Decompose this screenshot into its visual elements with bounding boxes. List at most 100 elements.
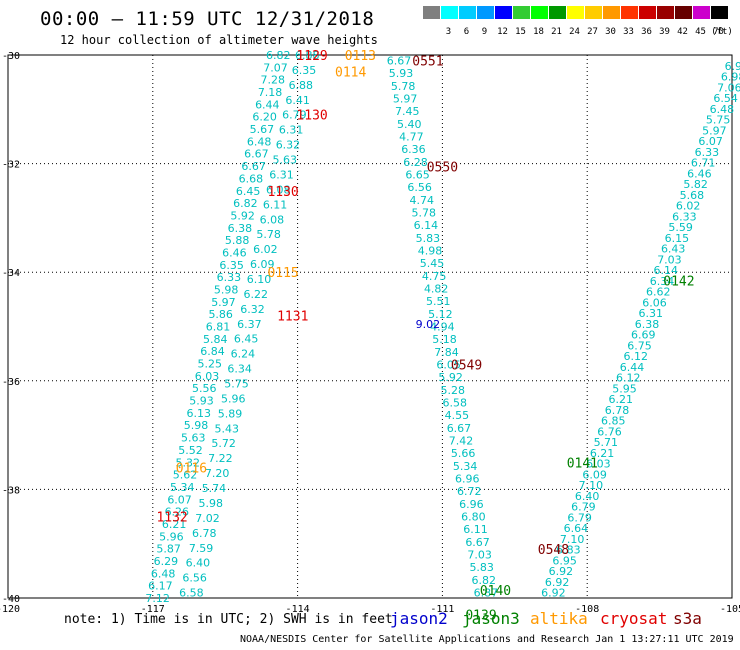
colorbar-swatch bbox=[693, 6, 710, 19]
swh-value: 7.12 bbox=[145, 592, 170, 605]
swh-value: 7.45 bbox=[395, 105, 420, 118]
swh-value: 5.74 bbox=[202, 482, 227, 495]
swh-value: 6.26 bbox=[165, 506, 190, 519]
swh-value: 6.82 bbox=[266, 49, 291, 62]
swh-value: 5.68 bbox=[680, 189, 705, 202]
swh-value: 6.98 bbox=[721, 71, 740, 84]
legend-jason2: jason2 bbox=[390, 609, 448, 628]
swh-value: 5.40 bbox=[397, 118, 422, 131]
swh-value: 5.83 bbox=[469, 561, 494, 574]
swh-value: 6.44 bbox=[255, 98, 280, 111]
swh-value: 4.98 bbox=[418, 244, 443, 257]
swh-value: 6.67 bbox=[387, 54, 412, 67]
colorbar-label: 70 bbox=[713, 27, 724, 37]
swh-value: 6.83 bbox=[556, 544, 581, 557]
swh-value: 6.31 bbox=[269, 168, 294, 181]
latitude-tick-label: -36 bbox=[2, 377, 20, 388]
latitude-tick-label: -38 bbox=[2, 485, 20, 496]
pass-time-label: 1129 bbox=[296, 49, 327, 64]
swh-value: 5.97 bbox=[702, 124, 727, 137]
swh-value: 6.65 bbox=[405, 168, 430, 181]
swh-value: 6.88 bbox=[289, 79, 314, 92]
legend-altika: altika bbox=[530, 609, 588, 628]
swh-value: 5.28 bbox=[440, 384, 465, 397]
swh-value: 5.86 bbox=[208, 308, 233, 321]
swh-value: 6.92 bbox=[545, 576, 570, 589]
swh-value: 4.74 bbox=[409, 194, 434, 207]
page-title: 00:00 – 11:59 UTC 12/31/2018 bbox=[40, 8, 375, 30]
swh-value: 6.24 bbox=[231, 348, 256, 361]
swh-value: 7.03 bbox=[467, 549, 492, 562]
colorbar-label: 36 bbox=[641, 27, 652, 37]
pass-time-label: 0142 bbox=[663, 274, 694, 289]
swh-value: 6.48 bbox=[710, 103, 735, 116]
swh-value: 5.43 bbox=[215, 422, 240, 435]
swh-value: 6.09 bbox=[250, 258, 275, 271]
swh-value: 5.92 bbox=[230, 209, 255, 222]
colorbar-label: 45 bbox=[695, 27, 706, 37]
swh-value: 5.82 bbox=[683, 178, 708, 191]
swh-value: 6.22 bbox=[244, 288, 269, 301]
colorbar-swatch bbox=[549, 6, 566, 19]
swh-value: 5.78 bbox=[256, 228, 281, 241]
colorbar-swatch bbox=[567, 6, 584, 19]
swh-value: 5.98 bbox=[184, 419, 209, 432]
credit-line: NOAA/NESDIS Center for Satellite Applica… bbox=[240, 634, 734, 645]
colorbar-label: 12 bbox=[497, 27, 508, 37]
pass-time-label: 0113 bbox=[345, 49, 376, 64]
swh-value: 6.08 bbox=[266, 183, 291, 196]
colorbar-unit: (ft) bbox=[711, 27, 733, 37]
swh-value: 6.11 bbox=[263, 198, 288, 211]
swh-value: 6.21 bbox=[609, 393, 634, 406]
swh-value: 6.17 bbox=[148, 580, 173, 593]
swh-value: 6.21 bbox=[590, 447, 615, 460]
swh-value: 5.92 bbox=[438, 371, 463, 384]
colorbar-swatch bbox=[441, 6, 458, 19]
swh-value: 5.75 bbox=[224, 378, 249, 391]
longitude-tick-label: -120 bbox=[0, 604, 20, 615]
swh-value: 5.78 bbox=[391, 80, 416, 93]
swh-value: 6.62 bbox=[646, 286, 671, 299]
swh-value: 5.12 bbox=[428, 308, 453, 321]
swh-value: 6.31 bbox=[638, 307, 663, 320]
swh-value: 5.32 bbox=[176, 456, 201, 469]
colorbar-label: 9 bbox=[481, 27, 488, 37]
swh-value: 5.63 bbox=[181, 432, 206, 445]
swh-value: 5.25 bbox=[197, 358, 222, 371]
swh-value: 5.34 bbox=[453, 460, 478, 473]
swh-value: 6.03 bbox=[195, 370, 220, 383]
swh-value: 5.88 bbox=[225, 234, 250, 247]
latitude-tick-label: -30 bbox=[2, 51, 20, 62]
swh-value: 7.06 bbox=[717, 81, 740, 94]
swh-value: 4.55 bbox=[445, 409, 470, 422]
swh-value: 6.11 bbox=[463, 523, 488, 536]
colorbar-swatch bbox=[603, 6, 620, 19]
swh-value: 6.92 bbox=[549, 565, 574, 578]
swh-value: 6.41 bbox=[285, 94, 310, 107]
swh-value: 6.20 bbox=[252, 111, 277, 124]
swh-value: 6.33 bbox=[217, 271, 242, 284]
swh-value: 6.79 bbox=[567, 511, 592, 524]
colorbar-swatch bbox=[621, 6, 638, 19]
legend-cryosat: cryosat bbox=[600, 609, 668, 628]
swh-value: 6.69 bbox=[631, 329, 656, 342]
swh-value: 6.78 bbox=[605, 404, 630, 417]
swh-value: 6.32 bbox=[240, 303, 265, 316]
swh-value: 6.44 bbox=[620, 361, 645, 374]
swh-value: 6.96 bbox=[459, 498, 484, 511]
swh-value: 6.45 bbox=[234, 333, 259, 346]
swh-value: 6.84 bbox=[200, 345, 225, 358]
swh-value: 6.71 bbox=[691, 157, 716, 170]
pass-time-label: 0141 bbox=[567, 456, 598, 471]
swh-value: 5.75 bbox=[706, 114, 731, 127]
swh-value: 6.92 bbox=[725, 60, 740, 73]
colorbar-swatch bbox=[459, 6, 476, 19]
longitude-tick-label: -108 bbox=[575, 604, 599, 615]
swh-value: 6.87 bbox=[474, 587, 499, 600]
swh-value: 6.64 bbox=[564, 522, 589, 535]
swh-value: 5.34 bbox=[170, 481, 195, 494]
colorbar-label: 42 bbox=[677, 27, 688, 37]
swh-value: 6.12 bbox=[616, 372, 641, 385]
swh-value: 5.93 bbox=[189, 395, 214, 408]
